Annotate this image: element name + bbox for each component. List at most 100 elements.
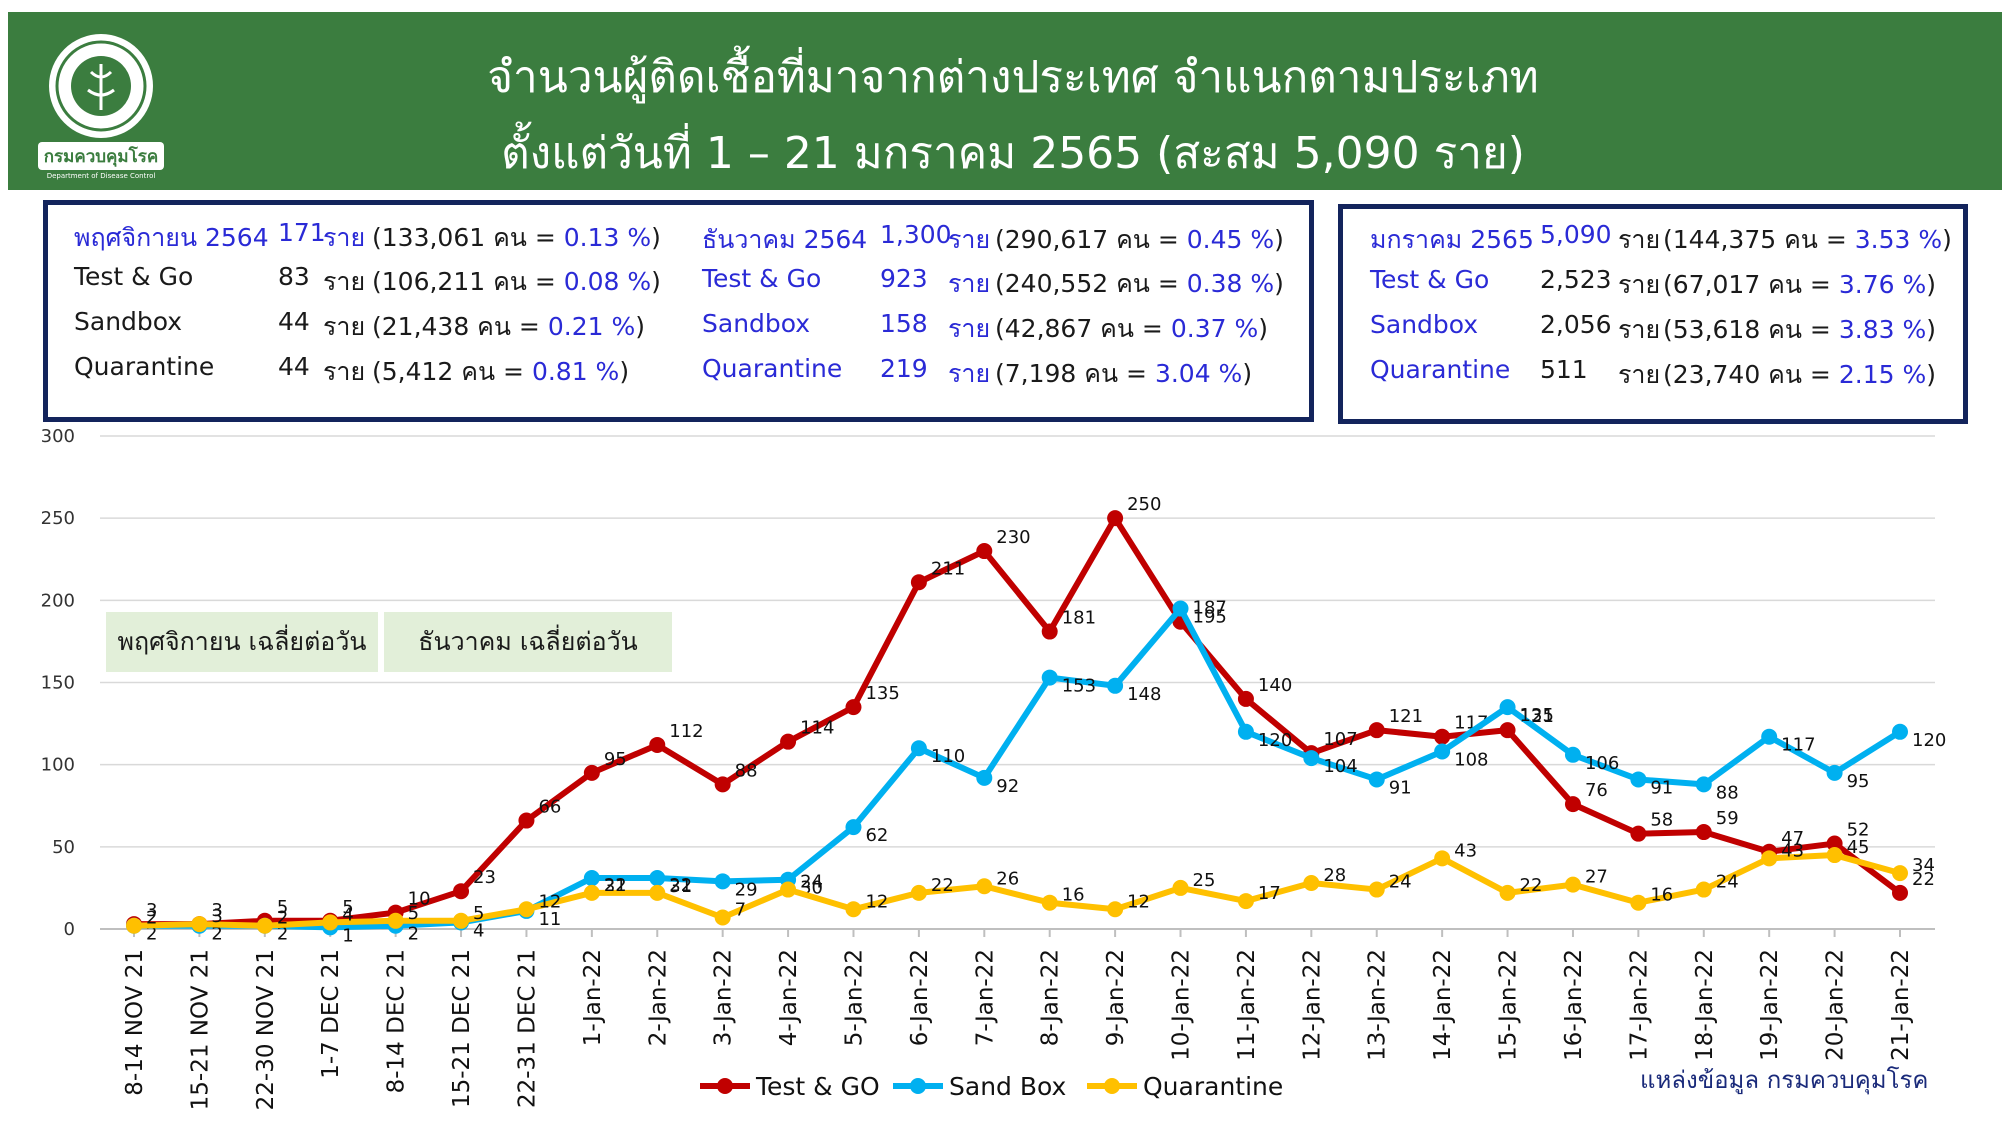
data-label: 10 <box>408 889 431 910</box>
x-tick-label: 8-Jan-22 <box>1038 949 1064 1046</box>
data-label: 7 <box>735 899 746 920</box>
data-point <box>126 917 142 934</box>
summary-detail: (7,198 คน = 3.04 %) <box>995 354 1252 394</box>
data-label: 230 <box>996 527 1030 548</box>
data-label: 24 <box>800 872 823 893</box>
page-title: จำนวนผู้ติดเชื้อที่มาจากต่างประเทศ จำแนก… <box>487 52 1539 103</box>
x-tick-label: 17-Jan-22 <box>1626 949 1652 1061</box>
summary-close: ) <box>651 223 661 252</box>
data-point <box>1368 881 1385 898</box>
summary-label: ธันวาคม 2564 <box>702 225 868 254</box>
data-label: 153 <box>1062 676 1096 697</box>
data-point <box>976 769 993 786</box>
data-label: 24 <box>1716 872 1739 893</box>
data-point <box>845 819 862 836</box>
data-label: 211 <box>931 558 965 579</box>
x-tick-label: 14-Jan-22 <box>1430 949 1456 1061</box>
data-label: 24 <box>1389 872 1412 893</box>
x-tick-label: 1-7 DEC 21 <box>318 949 344 1079</box>
data-label: 12 <box>538 891 561 912</box>
data-point <box>256 917 273 934</box>
data-point <box>191 917 208 934</box>
summary-detail-text: (67,017 คน = <box>1663 270 1839 299</box>
x-tick-label: 1-Jan-22 <box>580 949 606 1046</box>
summary-unit: ราย <box>948 225 991 254</box>
data-point <box>1564 876 1581 893</box>
data-label: 76 <box>1585 780 1608 801</box>
summary-label: มกราคม 2565 <box>1370 225 1534 254</box>
summary-count: 2,056 <box>1540 310 1612 339</box>
data-point <box>1434 728 1451 745</box>
summary-percent: 0.13 % <box>563 223 652 252</box>
summary-label: Quarantine <box>1370 355 1511 384</box>
summary-percent: 0.38 % <box>1186 269 1275 298</box>
summary-detail: (21,438 คน = 0.21 %) <box>372 307 645 347</box>
data-label: 22 <box>604 875 627 896</box>
series-line-0 <box>131 515 1903 928</box>
summary-close: ) <box>1926 270 1936 299</box>
data-label: 95 <box>604 749 627 770</box>
data-point <box>1303 750 1320 767</box>
data-point <box>518 902 535 919</box>
summary-unit: ราย <box>1618 225 1661 254</box>
data-point <box>1237 723 1254 740</box>
data-point <box>1695 881 1712 898</box>
x-tick-label: 5-Jan-22 <box>841 949 867 1046</box>
data-point <box>1237 893 1254 910</box>
data-point <box>1303 874 1320 891</box>
data-point <box>1761 728 1778 745</box>
summary-close: ) <box>651 267 661 296</box>
data-label: 17 <box>1258 883 1281 904</box>
summary-close: ) <box>1942 225 1952 254</box>
x-tick-label: 22-30 NOV 21 <box>253 949 279 1110</box>
x-tick-label: 19-Jan-22 <box>1757 949 1783 1061</box>
data-point <box>1499 884 1516 901</box>
summary-unit: ราย <box>323 267 366 296</box>
data-label: 114 <box>800 718 834 739</box>
data-label: 104 <box>1323 756 1357 777</box>
data-point <box>126 916 142 933</box>
summary-detail-text: (106,211 คน = <box>372 267 564 296</box>
data-label: 3 <box>146 900 157 921</box>
x-tick-label: 13-Jan-22 <box>1365 949 1391 1061</box>
data-label: 117 <box>1781 735 1815 756</box>
data-label: 2 <box>277 908 288 929</box>
legend-marker <box>1104 1078 1120 1094</box>
summary-count: 44 <box>278 307 310 336</box>
data-point <box>1564 796 1581 813</box>
summary-close: ) <box>635 312 645 341</box>
data-point <box>1172 600 1189 617</box>
data-point <box>910 574 927 591</box>
data-label: 66 <box>538 797 561 818</box>
data-label: 120 <box>1912 730 1946 751</box>
summary-detail: (67,017 คน = 3.76 %) <box>1663 265 1936 305</box>
data-point <box>1826 835 1843 852</box>
summary-percent: 3.04 % <box>1154 359 1243 388</box>
data-point <box>1041 669 1058 686</box>
data-point <box>583 884 600 901</box>
summary-count: 158 <box>880 309 928 338</box>
summary-close: ) <box>1274 269 1284 298</box>
data-label: 112 <box>669 721 703 742</box>
data-point <box>387 904 404 921</box>
legend-label: Sand Box <box>949 1072 1066 1101</box>
data-label: 195 <box>1193 607 1227 628</box>
data-point <box>322 919 339 936</box>
data-label: 4 <box>473 920 484 941</box>
data-point <box>256 917 273 934</box>
x-tick-label: 15-21 DEC 21 <box>449 949 475 1108</box>
data-point <box>1892 884 1908 901</box>
summary-label: Quarantine <box>702 354 843 383</box>
data-label: 95 <box>1847 771 1870 792</box>
data-point <box>714 909 731 926</box>
x-tick-label: 18-Jan-22 <box>1692 949 1718 1061</box>
summary-percent: 3.53 % <box>1854 225 1943 254</box>
data-point <box>1630 825 1647 842</box>
data-label: 25 <box>1193 870 1216 891</box>
data-label: 45 <box>1847 837 1870 858</box>
summary-label: Quarantine <box>74 352 215 381</box>
summary-percent: 3.83 % <box>1838 315 1927 344</box>
y-tick-label: 250 <box>41 508 75 529</box>
data-point <box>845 699 862 716</box>
data-label: 110 <box>931 746 965 767</box>
